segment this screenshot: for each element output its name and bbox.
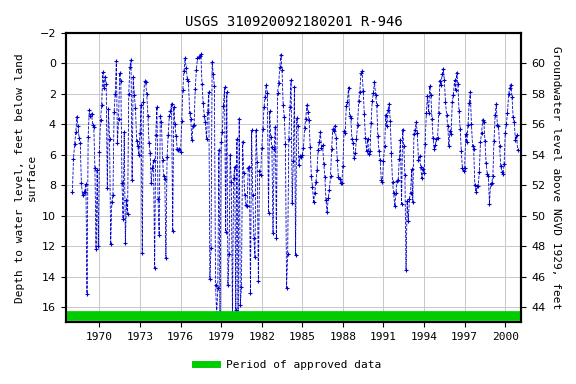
Legend: Period of approved data: Period of approved data — [191, 356, 385, 375]
Title: USGS 310920092180201 R-946: USGS 310920092180201 R-946 — [185, 15, 403, 29]
Y-axis label: Depth to water level, feet below land
surface: Depth to water level, feet below land su… — [15, 53, 37, 303]
Y-axis label: Groundwater level above NGVD 1929, feet: Groundwater level above NGVD 1929, feet — [551, 46, 561, 309]
